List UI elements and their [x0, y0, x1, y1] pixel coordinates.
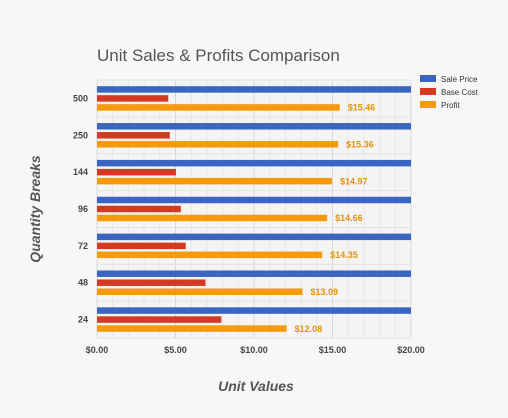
bar-base-cost — [97, 95, 169, 102]
legend-swatch-base-cost — [420, 88, 436, 95]
data-label: $13.09 — [311, 287, 339, 297]
legend-label: Base Cost — [441, 88, 479, 97]
bar-profit — [97, 288, 303, 295]
x-tick-label: $10.00 — [240, 345, 268, 355]
bar-profit — [97, 141, 339, 148]
bar-base-cost — [97, 132, 170, 139]
x-tick-label: $0.00 — [86, 345, 109, 355]
bar-base-cost — [97, 168, 176, 176]
data-label: $14.35 — [330, 250, 358, 260]
bar-profit — [97, 104, 340, 111]
bar-base-cost — [97, 316, 222, 323]
bar-profit — [97, 325, 287, 332]
bar-sale-price — [97, 270, 411, 277]
legend-label: Sale Price — [441, 75, 478, 84]
x-tick-label: $5.00 — [164, 345, 187, 355]
bar-sale-price — [97, 159, 411, 167]
y-tick-label: 500 — [73, 93, 88, 103]
y-tick-label: 250 — [73, 130, 88, 140]
legend: Sale Price Base Cost Profit — [420, 75, 479, 110]
x-tick-label: $15.00 — [319, 345, 347, 355]
bar-sale-price — [97, 123, 411, 130]
bar-profit — [97, 177, 333, 185]
data-label: $12.08 — [295, 324, 323, 334]
data-label: $14.66 — [335, 213, 363, 223]
bar-sale-price — [97, 196, 411, 204]
bar-sale-price — [97, 86, 411, 93]
data-label: $14.97 — [340, 176, 368, 186]
bar-sale-price — [97, 233, 411, 241]
legend-swatch-profit — [420, 101, 436, 108]
x-axis-label: Unit Values — [218, 378, 294, 394]
y-tick-label: 144 — [73, 167, 88, 177]
y-tick-label: 72 — [78, 241, 88, 251]
data-label: $15.46 — [348, 103, 376, 113]
legend-swatch-sale-price — [420, 75, 436, 82]
bar-base-cost — [97, 242, 186, 250]
data-label: $15.36 — [346, 139, 374, 149]
data-labels-group: $15.46 $15.36 $14.97 $14.66 $14.35 $13.09 $12.… — [295, 103, 376, 334]
bar-base-cost — [97, 205, 181, 213]
bar-profit — [97, 214, 328, 222]
bar-sale-price — [97, 307, 411, 314]
x-tick-labels: $0.00 $5.00 $10.00 $15.00 $20.00 — [86, 345, 425, 355]
bar-base-cost — [97, 279, 206, 286]
y-tick-label: 96 — [78, 204, 88, 214]
y-axis-label: Quantity Breaks — [27, 155, 43, 263]
chart-title: Unit Sales & Profits Comparison — [97, 46, 340, 65]
y-tick-label: 24 — [78, 315, 88, 325]
x-tick-label: $20.00 — [397, 345, 425, 355]
bar-profit — [97, 251, 323, 259]
legend-label: Profit — [441, 101, 460, 110]
y-tick-labels: 500 250 144 96 72 48 24 — [73, 93, 88, 324]
y-tick-label: 48 — [78, 278, 88, 288]
bars-group — [97, 86, 411, 332]
